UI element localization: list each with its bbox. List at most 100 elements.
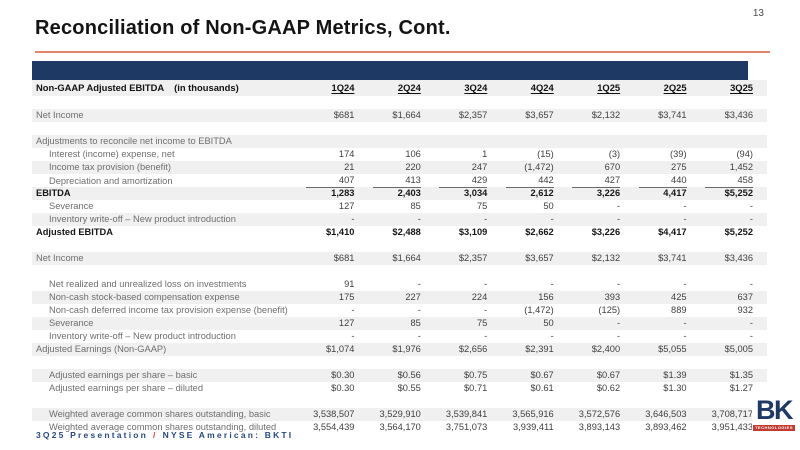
row-label: Adjusted earnings per share – diluted bbox=[49, 383, 204, 393]
cell-value: 175 bbox=[338, 292, 355, 302]
spacer-row bbox=[32, 356, 767, 369]
row-label: EBITDA bbox=[36, 188, 71, 198]
table-row: Adjusted Earnings (Non-GAAP) $1,074 $1,976… bbox=[32, 343, 767, 356]
spacer-row bbox=[32, 122, 767, 135]
row-label: Non-cash deferred income tax provision e… bbox=[49, 305, 288, 315]
row-label: Severance bbox=[49, 201, 94, 211]
cell-value: (1,472) bbox=[524, 305, 554, 315]
cell-value: 3,893,143 bbox=[578, 422, 621, 432]
page-number: 13 bbox=[752, 8, 764, 19]
row-label: Inventory write-off – New product introd… bbox=[49, 214, 236, 224]
row-label: Interest (income) expense, net bbox=[49, 149, 175, 159]
cell-value: $2,132 bbox=[591, 253, 621, 263]
cell-value: - bbox=[484, 214, 488, 224]
table-row: Non-cash deferred income tax provision e… bbox=[32, 304, 767, 317]
cell-value: - bbox=[617, 318, 621, 328]
cell-value: - bbox=[683, 279, 687, 289]
cell-value: 670 bbox=[604, 162, 621, 172]
cell-value: - bbox=[484, 305, 488, 315]
title-underline-rule bbox=[35, 51, 770, 53]
cell-value: - bbox=[617, 214, 621, 224]
table-row: Net Income $681 $1,664 $2,357 $3,657 $2,132 $3… bbox=[32, 252, 767, 265]
cell-value: 932 bbox=[737, 305, 753, 315]
table-row: Net realized and unrealized loss on inve… bbox=[32, 278, 767, 291]
cell-value: 21 bbox=[344, 162, 355, 172]
bk-logo: BK TECHNOLOGIES bbox=[752, 396, 796, 431]
cell-value: - bbox=[749, 331, 753, 341]
cell-value: $0.55 bbox=[397, 383, 421, 393]
row-label: Income tax provision (benefit) bbox=[49, 162, 171, 172]
footer: 3Q25 Presentation / NYSE American: BKTI bbox=[36, 430, 293, 440]
table-row: Adjusted earnings per share – basic $0.30… bbox=[32, 369, 767, 382]
row-label: Non-cash stock-based compensation expens… bbox=[49, 292, 240, 302]
cell-value: 3,893,462 bbox=[645, 422, 687, 432]
cell-value: $3,657 bbox=[525, 110, 554, 120]
cell-value: 75 bbox=[476, 318, 488, 328]
cell-value: 413 bbox=[368, 174, 434, 188]
cell-value: 4,417 bbox=[663, 188, 687, 198]
cell-value: 3,529,910 bbox=[379, 409, 421, 419]
cell-value: $2,400 bbox=[591, 344, 621, 354]
footer-separator: / bbox=[153, 430, 158, 440]
cell-value: $2,357 bbox=[458, 253, 488, 263]
cell-value: $2,391 bbox=[525, 344, 554, 354]
cell-value: - bbox=[617, 331, 621, 341]
cell-value: 393 bbox=[604, 292, 621, 302]
table-row: Interest (income) expense, net 174 106 1 (15… bbox=[32, 148, 767, 161]
cell-value: 247 bbox=[471, 162, 488, 172]
cell-value: $1,664 bbox=[392, 110, 421, 120]
cell-value: 3,708,717 bbox=[711, 409, 753, 419]
cell-value: $5,055 bbox=[658, 344, 687, 354]
cell-value: 425 bbox=[671, 292, 687, 302]
footer-presentation-label: 3Q25 Presentation bbox=[36, 430, 149, 440]
cell-value: $2,662 bbox=[525, 227, 554, 237]
cell-value: $2,357 bbox=[458, 110, 488, 120]
table-row: Net Income $681 $1,664 $2,357 $3,657 $2,132 $3… bbox=[32, 109, 767, 122]
row-label: Net Income bbox=[36, 110, 84, 120]
cell-value: $1,664 bbox=[392, 253, 421, 263]
cell-value: 3,646,503 bbox=[645, 409, 687, 419]
table-row: Income tax provision (benefit) 21 220 247 (1… bbox=[32, 161, 767, 174]
row-label: Adjustments to reconcile net income to E… bbox=[36, 136, 232, 146]
row-label: Depreciation and amortization bbox=[49, 175, 173, 186]
cell-value: - bbox=[749, 201, 753, 211]
cell-value: 3,951,433 bbox=[711, 422, 753, 432]
cell-value: 2,612 bbox=[530, 188, 554, 198]
cell-value: - bbox=[683, 318, 687, 328]
column-header: 2Q25 bbox=[663, 82, 687, 93]
row-label: Inventory write-off – New product introd… bbox=[49, 331, 236, 341]
cell-value: $0.67 bbox=[530, 370, 554, 380]
footer-ticker-label: NYSE American: BKTI bbox=[162, 430, 294, 440]
row-label: Adjusted earnings per share – basic bbox=[49, 370, 198, 380]
column-header: 4Q24 bbox=[530, 82, 554, 93]
cell-value: $3,657 bbox=[525, 253, 554, 263]
table-row: Adjusted EBITDA $1,410 $2,488 $3,109 $2,662 $… bbox=[32, 226, 767, 239]
cell-value: $5,005 bbox=[724, 344, 753, 354]
cell-value: - bbox=[550, 331, 554, 341]
cell-value: - bbox=[417, 214, 421, 224]
cell-value: 75 bbox=[476, 201, 488, 211]
cell-value: (1,472) bbox=[524, 162, 554, 172]
table-row: Inventory write-off – New product introd… bbox=[32, 330, 767, 343]
table-body: Net Income $681 $1,664 $2,357 $3,657 $2,132 $3… bbox=[32, 96, 767, 434]
table-row: Non-cash stock-based compensation expens… bbox=[32, 291, 767, 304]
cell-value: 1,452 bbox=[729, 162, 753, 172]
cell-value: 3,034 bbox=[464, 188, 488, 198]
cell-value: $0.30 bbox=[331, 370, 355, 380]
cell-value: $1,976 bbox=[392, 344, 421, 354]
cell-value: 85 bbox=[410, 201, 421, 211]
cell-value: $1,410 bbox=[325, 227, 355, 237]
column-header: 1Q25 bbox=[597, 82, 621, 93]
cell-value: (94) bbox=[736, 149, 753, 159]
cell-value: 50 bbox=[543, 201, 554, 211]
row-label: Adjusted EBITDA bbox=[36, 227, 113, 237]
cell-value: - bbox=[351, 214, 355, 224]
cell-value: 3,572,576 bbox=[578, 409, 621, 419]
cell-value: $3,436 bbox=[724, 110, 753, 120]
cell-value: $681 bbox=[333, 110, 355, 120]
table-header-band bbox=[32, 61, 748, 80]
cell-value: - bbox=[617, 201, 621, 211]
cell-value: $681 bbox=[333, 253, 355, 263]
cell-value: 3,226 bbox=[596, 188, 621, 198]
cell-value: $5,252 bbox=[724, 188, 753, 198]
